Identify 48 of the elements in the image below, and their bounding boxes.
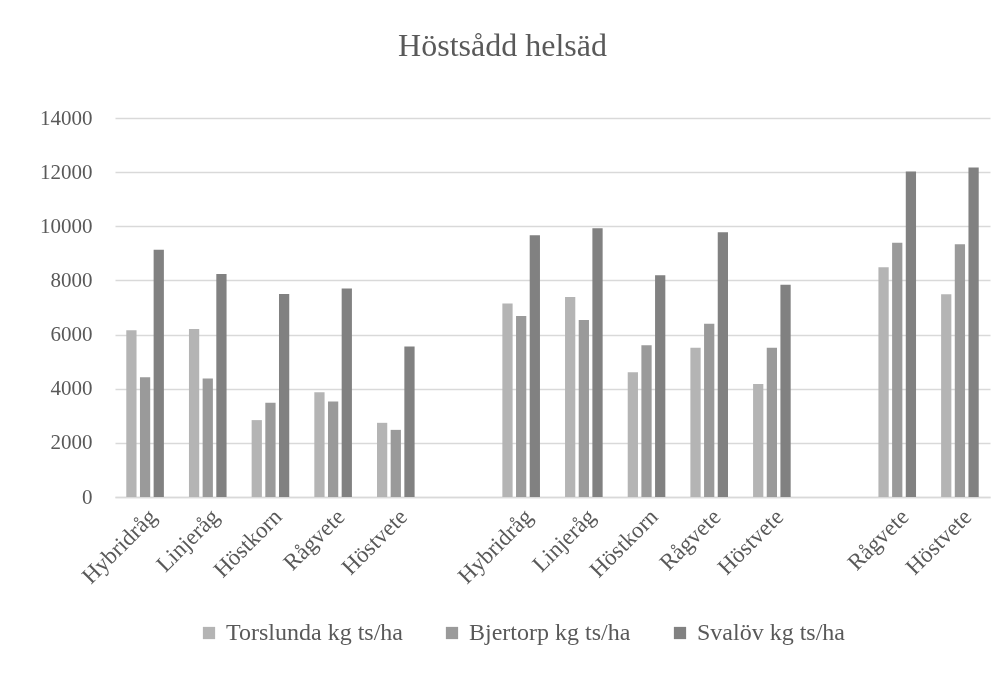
bar xyxy=(126,330,137,497)
legend-label: Bjertorp kg ts/ha xyxy=(469,619,631,645)
bar xyxy=(753,384,764,497)
bar xyxy=(516,315,527,497)
bar xyxy=(627,372,638,497)
bar xyxy=(327,401,339,497)
y-tick-label: 10000 xyxy=(40,213,93,238)
bar xyxy=(202,378,213,497)
chart-title: Höstsådd helsäd xyxy=(398,27,607,63)
bar xyxy=(717,232,728,497)
y-tick-label: 12000 xyxy=(40,159,93,184)
bar xyxy=(565,296,576,497)
bar xyxy=(251,420,262,497)
bar xyxy=(766,347,778,497)
bar xyxy=(892,242,903,497)
bar xyxy=(878,267,889,497)
legend-label: Torslunda kg ts/ha xyxy=(226,619,404,645)
bar xyxy=(377,422,388,497)
bar xyxy=(968,167,979,497)
bar xyxy=(390,429,401,497)
bar xyxy=(502,303,513,497)
bar xyxy=(265,402,276,497)
bar xyxy=(780,284,791,497)
y-tick-label: 0 xyxy=(82,484,93,509)
bar xyxy=(655,275,666,497)
bar xyxy=(905,171,917,497)
bar xyxy=(690,347,701,497)
y-tick-label: 2000 xyxy=(50,430,93,455)
bar xyxy=(404,346,415,497)
bar xyxy=(592,228,603,497)
bar xyxy=(188,328,200,497)
y-tick-label: 6000 xyxy=(50,322,93,347)
bar xyxy=(216,273,227,497)
bar xyxy=(578,319,589,497)
y-tick-label: 8000 xyxy=(50,267,93,292)
y-tick-label: 4000 xyxy=(50,376,93,401)
bar xyxy=(529,235,540,497)
bar xyxy=(153,249,164,497)
bar xyxy=(314,392,325,497)
y-tick-label: 14000 xyxy=(40,105,93,130)
bar xyxy=(704,323,715,497)
legend-label: Svalöv kg ts/ha xyxy=(697,619,846,645)
bar xyxy=(641,345,652,497)
bar xyxy=(941,294,952,497)
bar xyxy=(139,377,151,497)
bar xyxy=(278,293,290,497)
bar xyxy=(954,244,966,497)
bar xyxy=(341,288,352,497)
